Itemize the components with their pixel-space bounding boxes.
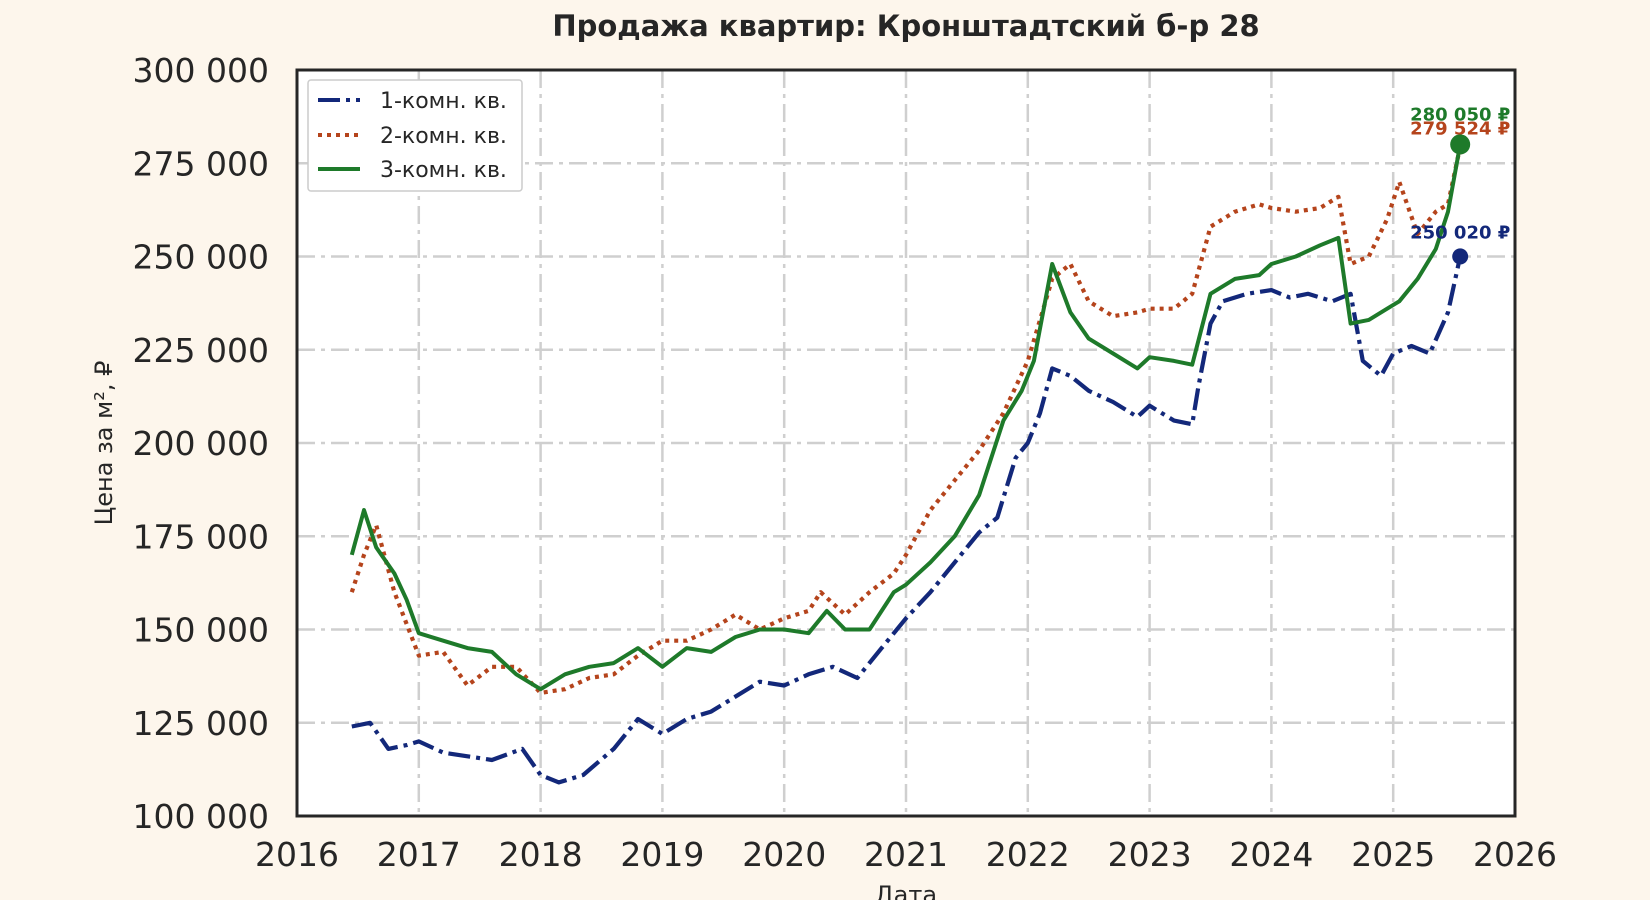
end-marker-3-room bbox=[1450, 134, 1471, 155]
x-tick-label: 2020 bbox=[742, 835, 826, 874]
series-line-1-room bbox=[351, 255, 1463, 785]
y-tick-label: 300 000 bbox=[133, 51, 269, 90]
x-tick-label: 2025 bbox=[1351, 835, 1435, 874]
x-axis-title: Дата bbox=[875, 881, 937, 900]
y-tick-label: 250 000 bbox=[133, 238, 269, 277]
end-marker-layer: 250 020 ₽ 279 524 ₽280 050 ₽ bbox=[1410, 104, 1510, 265]
y-tick-label: 100 000 bbox=[133, 797, 269, 836]
end-value-label-1-room: 250 020 ₽ bbox=[1410, 222, 1510, 243]
series-line-2-room bbox=[349, 145, 1463, 696]
series-layer bbox=[349, 144, 1463, 785]
series-line-3-room bbox=[349, 144, 1463, 692]
y-axis-title: Цена за м², ₽ bbox=[90, 361, 118, 526]
x-tick-label: 2021 bbox=[864, 835, 948, 874]
x-tick-label: 2022 bbox=[986, 835, 1070, 874]
grid-layer bbox=[297, 70, 1515, 816]
x-tick-labels: 2016 2017 2018 2019 2020 2021 2022 2023 2024 2025… bbox=[255, 835, 1557, 874]
y-tick-label: 175 000 bbox=[133, 517, 269, 556]
x-tick-label: 2018 bbox=[499, 835, 583, 874]
end-value-label-2-room: 279 524 ₽ bbox=[1410, 118, 1510, 139]
chart-title: Продажа квартир: Кронштадтский б-р 28 bbox=[552, 9, 1259, 43]
plot-frame bbox=[295, 68, 1517, 818]
y-tick-label: 200 000 bbox=[133, 424, 269, 463]
x-tick-label: 2023 bbox=[1108, 835, 1192, 874]
x-tick-label: 2016 bbox=[255, 835, 339, 874]
legend-label-2-room: 2-комн. кв. bbox=[380, 124, 507, 149]
x-tick-label: 2024 bbox=[1229, 835, 1313, 874]
legend-box bbox=[307, 79, 523, 192]
y-tick-labels: 100 000 125 000 150 000 175 000 200 000 225 0… bbox=[133, 51, 269, 836]
legend: 1-комн. кв. 2-комн. кв. 3-комн. кв. bbox=[307, 79, 523, 192]
x-tick-label: 2019 bbox=[620, 835, 704, 874]
y-tick-label: 125 000 bbox=[133, 704, 269, 743]
end-marker-1-room bbox=[1452, 248, 1469, 265]
y-tick-label: 275 000 bbox=[133, 144, 269, 183]
legend-label-3-room: 3-комн. кв. bbox=[380, 158, 507, 183]
legend-label-1-room: 1-комн. кв. bbox=[380, 89, 507, 114]
x-tick-label: 2017 bbox=[377, 835, 461, 874]
y-tick-label: 225 000 bbox=[133, 331, 269, 370]
x-tick-label: 2026 bbox=[1473, 835, 1557, 874]
y-tick-label: 150 000 bbox=[133, 611, 269, 650]
end-value-label-3-room: 280 050 ₽ bbox=[1410, 104, 1510, 125]
